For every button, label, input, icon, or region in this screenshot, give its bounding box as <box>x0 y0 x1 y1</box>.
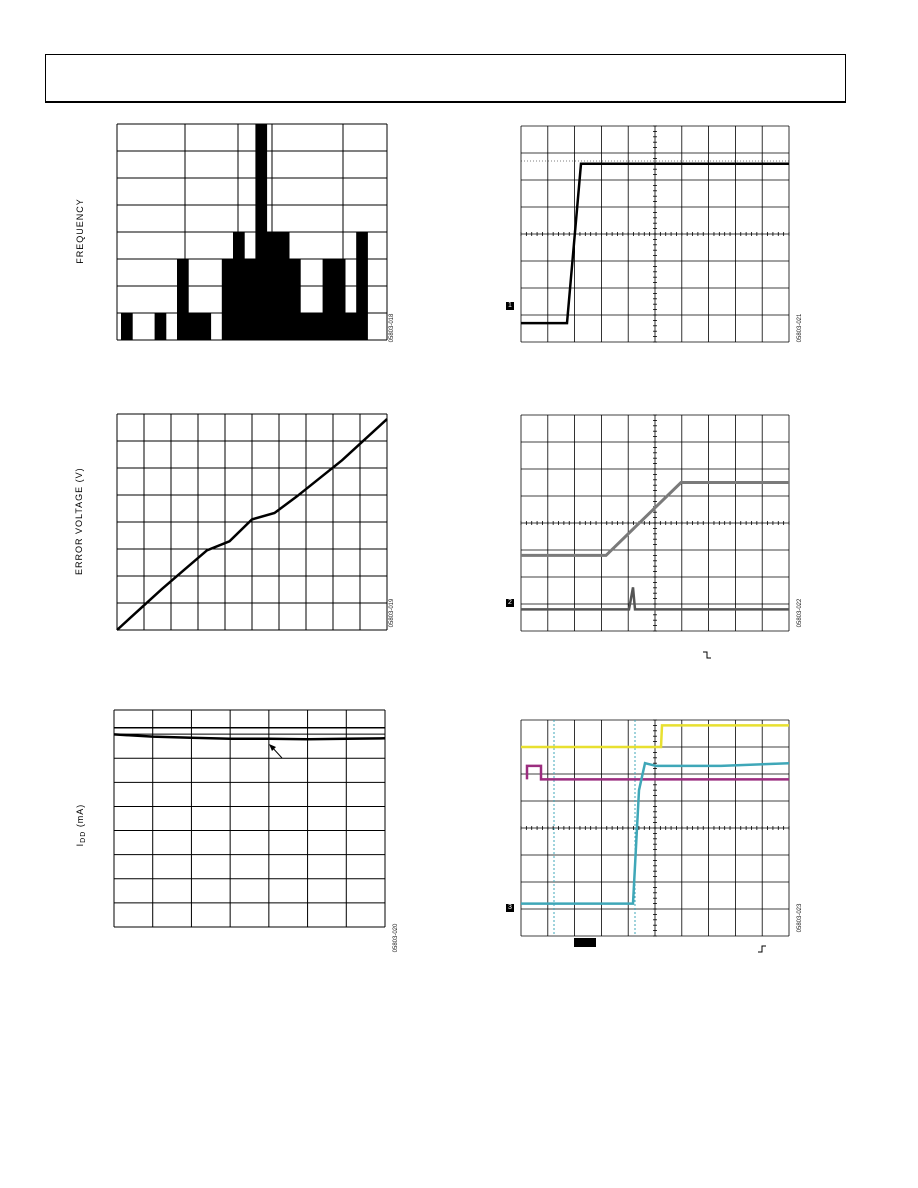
histogram-bar <box>121 313 133 340</box>
histogram-bar <box>188 313 200 340</box>
error-voltage-trace <box>116 418 388 631</box>
idd-plot <box>113 709 386 928</box>
histogram-bar <box>345 313 357 340</box>
page-header <box>45 54 846 103</box>
channel-2-marker: 2 <box>506 599 514 607</box>
histogram-bar <box>311 313 324 340</box>
figure-id-1: 05803-018 <box>389 313 395 343</box>
scope-plot-2 <box>520 414 790 632</box>
scope-plot-1 <box>520 125 790 343</box>
channel-1-marker: 1 <box>506 302 514 310</box>
histogram-bar <box>154 313 167 340</box>
scope-1-trace <box>521 162 789 325</box>
idd-label-unit: (mA) <box>75 803 85 831</box>
figure-id-2: 05803-019 <box>389 598 395 628</box>
falling-edge-icon <box>703 646 711 659</box>
idd-label-sub: DD <box>80 830 87 843</box>
histogram-bar <box>244 259 256 340</box>
histogram-bar <box>322 259 335 340</box>
scope-3-trace-magenta <box>525 764 789 781</box>
scope-3-readout-box <box>574 938 596 947</box>
histogram-bar <box>221 259 234 340</box>
frequency-axis-label: FREQUENCY <box>75 198 85 264</box>
idd-label-main: I <box>75 842 85 847</box>
scope-3-trace-yellow <box>521 724 789 749</box>
figure-id-6: 05803-023 <box>797 903 803 933</box>
scope-2-trace-a <box>521 481 789 557</box>
histogram-bar <box>177 259 189 340</box>
error-voltage-plot <box>116 413 388 631</box>
histogram-bar <box>300 313 312 340</box>
histogram-bar <box>199 313 212 340</box>
figure-id-5: 05803-022 <box>797 598 803 628</box>
idd-annotation-arrow <box>269 744 283 759</box>
error-voltage-axis-label: ERROR VOLTAGE (V) <box>74 467 84 575</box>
idd-trace-lower <box>113 733 386 741</box>
scope-3-trace-cyan <box>521 761 790 905</box>
figure-id-3: 05803-020 <box>393 923 399 953</box>
histogram-bar <box>333 259 346 340</box>
histogram-grid <box>116 123 388 341</box>
rising-edge-icon <box>758 940 766 953</box>
figure-id-4: 05803-021 <box>797 313 803 343</box>
histogram-bar <box>289 259 301 340</box>
channel-3-marker: 3 <box>506 904 514 912</box>
scope-plot-3 <box>520 719 790 937</box>
idd-axis-label: IDD (mA) <box>75 800 87 850</box>
frequency-histogram <box>116 123 388 341</box>
scope-2-trace-b <box>521 587 789 611</box>
